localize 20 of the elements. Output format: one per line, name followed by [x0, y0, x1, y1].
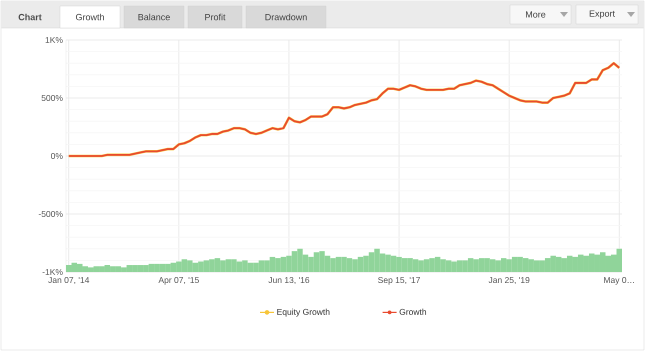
text: Growth — [76, 14, 104, 20]
text: Balance — [138, 14, 170, 20]
x-tick-label: Jan 07, '14 — [48, 277, 90, 284]
x-tick-label: Apr 07, '15 — [158, 277, 199, 285]
x-tick-label: May 0… — [604, 277, 634, 285]
text: Export — [590, 10, 615, 19]
text: Drawdown — [265, 14, 307, 20]
y-tick-label: -500% — [38, 211, 63, 218]
y-tick-label: 500% — [42, 95, 63, 102]
text: Chart — [18, 14, 42, 20]
legend-label: Equity Growth — [277, 308, 330, 317]
y-tick-label: -1K% — [42, 269, 63, 275]
legend-label: Growth — [400, 308, 426, 315]
x-tick-label: Jun 13, '16 — [268, 277, 310, 284]
text: More — [526, 11, 546, 18]
y-tick-label: 1K% — [46, 37, 63, 43]
x-tick-label: Jan 25, '19 — [488, 277, 530, 284]
x-tick-label: Sep 15, '17 — [378, 277, 420, 285]
text: Profit — [205, 14, 226, 20]
y-tick-label: 0% — [51, 153, 63, 160]
